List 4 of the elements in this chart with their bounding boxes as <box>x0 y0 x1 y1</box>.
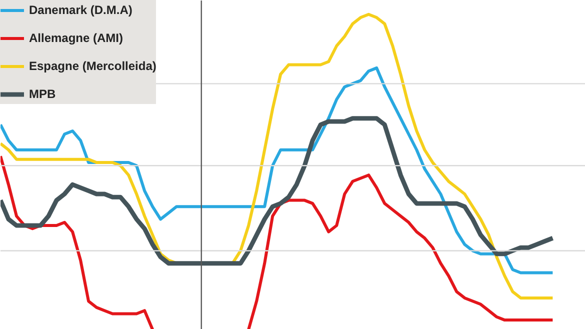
legend-label: MPB <box>29 87 56 101</box>
legend-label: Danemark (D.M.A) <box>29 3 132 17</box>
legend-label: Espagne (Mercolleida) <box>29 59 156 73</box>
legend-label: Allemagne (AMI) <box>29 31 124 45</box>
